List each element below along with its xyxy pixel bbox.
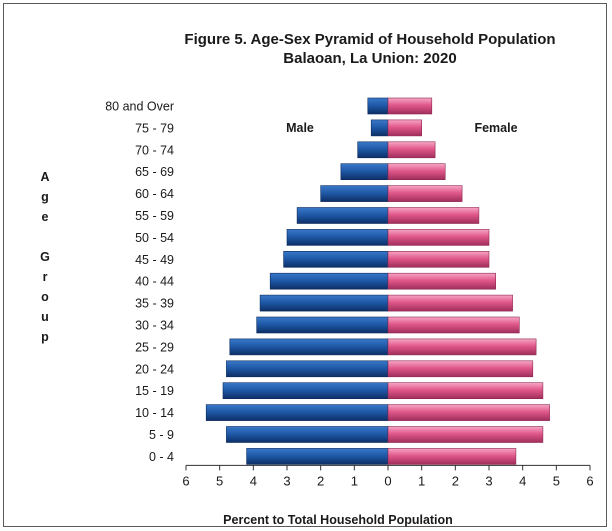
female-bar [387, 360, 534, 378]
x-tick-label: 5 [216, 473, 223, 488]
legend-label-female: Female [474, 121, 517, 135]
male-bar [357, 141, 389, 159]
x-tick-label: 3 [283, 473, 290, 488]
y-axis-title-letter: A [40, 170, 49, 184]
female-bar [387, 251, 490, 268]
x-tick-label: 4 [519, 473, 526, 488]
category-label: 65 - 69 [135, 165, 174, 179]
male-bar [256, 316, 389, 334]
category-label: 70 - 74 [135, 143, 174, 157]
male-bar [205, 404, 389, 421]
female-bar [387, 207, 480, 224]
female-bar [387, 448, 517, 465]
x-tick-label: 0 [384, 473, 391, 488]
male-bar [222, 382, 389, 400]
male-bar [226, 426, 389, 443]
female-bar [387, 404, 550, 421]
category-label: 30 - 34 [135, 319, 174, 333]
y-axis-title-letter: G [40, 250, 50, 264]
x-tick-label: 2 [452, 473, 459, 488]
x-tick-label: 1 [418, 473, 425, 488]
category-label: 20 - 24 [135, 362, 174, 376]
y-axis-title-letter: o [41, 290, 49, 304]
category-label: 60 - 64 [135, 187, 174, 201]
x-tick-label: 1 [351, 473, 358, 488]
male-bar [229, 338, 389, 356]
male-bar [286, 229, 389, 246]
female-bar [387, 119, 423, 137]
x-tick-label: 5 [553, 473, 560, 488]
x-tick-label: 3 [485, 473, 492, 488]
x-axis-title: Percent to Total Household Population [223, 513, 453, 527]
male-bar [296, 207, 389, 224]
female-bar [387, 229, 490, 246]
x-tick-label: 6 [586, 473, 593, 488]
bars-group [205, 97, 550, 465]
category-label: 0 - 4 [149, 450, 174, 464]
y-axis-title-letter: u [41, 310, 49, 324]
x-tick-label: 6 [182, 473, 189, 488]
category-label: 35 - 39 [135, 297, 174, 311]
male-bar [246, 448, 389, 465]
chart-subtitle: Balaoan, La Union: 2020 [283, 50, 456, 67]
category-label: 25 - 29 [135, 340, 174, 354]
category-label: 15 - 19 [135, 384, 174, 398]
x-axis: 6 5 4 3 2 1 0 1 2 3 4 5 6 [182, 464, 594, 488]
male-bar [269, 272, 389, 290]
male-bar [340, 163, 389, 180]
category-label: 75 - 79 [135, 121, 174, 135]
x-tick-label: 2 [317, 473, 324, 488]
category-label: 45 - 49 [135, 253, 174, 267]
female-bar [387, 97, 433, 115]
legend-label-male: Male [286, 121, 314, 135]
y-axis-title-letter: p [41, 330, 49, 344]
category-label: 40 - 44 [135, 275, 174, 289]
category-label: 55 - 59 [135, 209, 174, 223]
female-bar [387, 338, 537, 356]
male-bar [259, 294, 389, 312]
female-bar [387, 294, 513, 312]
y-axis-title-letter: g [41, 190, 49, 204]
female-bar [387, 163, 446, 180]
y-axis-title-letter: r [43, 270, 48, 284]
female-bar [387, 426, 544, 443]
male-bar [283, 251, 389, 268]
x-tick-label: 4 [250, 473, 257, 488]
category-label: 80 and Over [105, 100, 174, 114]
female-bar [387, 141, 436, 159]
chart-title: Figure 5. Age-Sex Pyramid of Household P… [184, 31, 555, 48]
female-bar [387, 382, 544, 400]
female-bar [387, 272, 496, 290]
male-bar [367, 97, 389, 115]
female-bar [387, 185, 463, 202]
category-label: 50 - 54 [135, 231, 174, 245]
male-bar [370, 119, 389, 137]
category-label: 5 - 9 [149, 428, 174, 442]
male-bar [320, 185, 389, 202]
female-bar [387, 316, 520, 334]
category-label: 10 - 14 [135, 406, 174, 420]
category-labels: 80 and Over 75 - 79 70 - 74 65 - 69 60 - 64 5… [105, 100, 174, 464]
male-bar [226, 360, 389, 378]
y-axis-title-letter: e [42, 210, 49, 224]
